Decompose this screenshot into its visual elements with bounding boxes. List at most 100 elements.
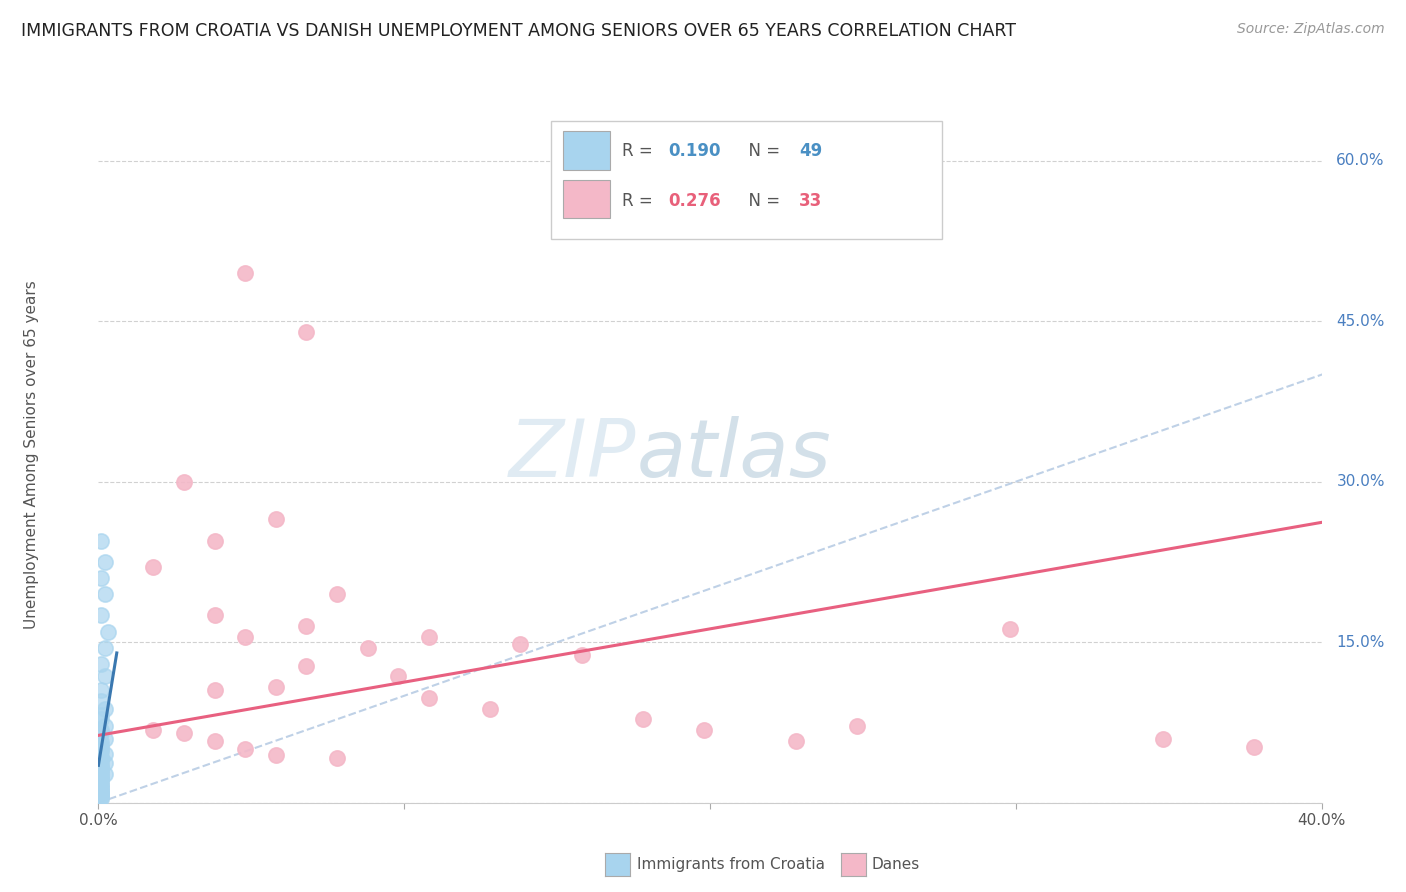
Point bbox=[1243, 740, 1265, 755]
Text: R =: R = bbox=[621, 192, 658, 210]
Point bbox=[93, 747, 115, 761]
Point bbox=[90, 742, 112, 756]
Point bbox=[90, 735, 112, 749]
Point bbox=[90, 608, 112, 623]
Point bbox=[90, 774, 112, 789]
Point bbox=[90, 769, 112, 783]
Text: N =: N = bbox=[738, 142, 786, 160]
Bar bbox=[564, 180, 610, 219]
Point bbox=[90, 744, 112, 758]
Point bbox=[90, 726, 112, 740]
Point bbox=[93, 756, 115, 771]
Text: Immigrants from Croatia: Immigrants from Croatia bbox=[637, 857, 825, 871]
Point bbox=[204, 533, 226, 548]
Point bbox=[93, 767, 115, 781]
Point bbox=[90, 780, 112, 794]
Point bbox=[418, 630, 440, 644]
FancyBboxPatch shape bbox=[551, 121, 942, 239]
Point bbox=[233, 742, 256, 756]
Point bbox=[93, 701, 115, 715]
Point bbox=[90, 749, 112, 764]
Point bbox=[90, 789, 112, 803]
Point bbox=[845, 719, 868, 733]
Point bbox=[387, 669, 409, 683]
Point bbox=[90, 786, 112, 800]
Point bbox=[142, 723, 165, 737]
Point bbox=[90, 694, 112, 708]
Point bbox=[356, 640, 378, 655]
Point bbox=[90, 771, 112, 785]
Point bbox=[233, 630, 256, 644]
Point bbox=[785, 733, 807, 747]
Point bbox=[97, 624, 120, 639]
Point bbox=[631, 712, 654, 726]
Point bbox=[93, 731, 115, 746]
Text: 15.0%: 15.0% bbox=[1336, 635, 1385, 649]
Point bbox=[1152, 731, 1174, 746]
Point bbox=[204, 683, 226, 698]
Point bbox=[90, 712, 112, 726]
Point bbox=[90, 571, 112, 585]
Point bbox=[326, 751, 349, 765]
Point bbox=[90, 752, 112, 766]
Point bbox=[90, 776, 112, 790]
Point bbox=[90, 772, 112, 787]
Point bbox=[90, 765, 112, 780]
Point bbox=[571, 648, 593, 662]
Text: 30.0%: 30.0% bbox=[1336, 475, 1385, 489]
Point bbox=[90, 781, 112, 796]
Text: Danes: Danes bbox=[872, 857, 920, 871]
Point bbox=[90, 778, 112, 792]
Point bbox=[90, 683, 112, 698]
Text: Source: ZipAtlas.com: Source: ZipAtlas.com bbox=[1237, 22, 1385, 37]
Point bbox=[90, 764, 112, 778]
Text: ZIP: ZIP bbox=[509, 416, 637, 494]
Point bbox=[173, 726, 195, 740]
Point bbox=[418, 690, 440, 705]
Point bbox=[478, 701, 501, 715]
Point bbox=[173, 475, 195, 489]
Point bbox=[204, 733, 226, 747]
Point bbox=[90, 657, 112, 671]
Point bbox=[90, 789, 112, 804]
Point bbox=[90, 762, 112, 776]
Point bbox=[90, 785, 112, 799]
Point bbox=[93, 669, 115, 683]
Point bbox=[90, 754, 112, 768]
Point bbox=[90, 723, 112, 737]
Point bbox=[998, 623, 1021, 637]
Point bbox=[264, 680, 287, 694]
Text: 33: 33 bbox=[800, 192, 823, 210]
Point bbox=[295, 619, 318, 633]
Text: 45.0%: 45.0% bbox=[1336, 314, 1385, 328]
Point bbox=[90, 783, 112, 797]
Point bbox=[295, 658, 318, 673]
Point bbox=[90, 791, 112, 805]
Point bbox=[93, 640, 115, 655]
Text: N =: N = bbox=[738, 192, 786, 210]
Point bbox=[509, 637, 531, 651]
Text: 0.276: 0.276 bbox=[668, 192, 721, 210]
Point bbox=[90, 708, 112, 723]
Text: Unemployment Among Seniors over 65 years: Unemployment Among Seniors over 65 years bbox=[24, 281, 38, 629]
Point bbox=[93, 555, 115, 569]
Text: IMMIGRANTS FROM CROATIA VS DANISH UNEMPLOYMENT AMONG SENIORS OVER 65 YEARS CORRE: IMMIGRANTS FROM CROATIA VS DANISH UNEMPL… bbox=[21, 22, 1017, 40]
Point bbox=[90, 758, 112, 772]
Point bbox=[90, 790, 112, 805]
Point bbox=[90, 787, 112, 801]
Point bbox=[204, 608, 226, 623]
Point bbox=[93, 587, 115, 601]
Point bbox=[326, 587, 349, 601]
Point bbox=[264, 512, 287, 526]
Point bbox=[90, 739, 112, 753]
Point bbox=[90, 760, 112, 774]
Bar bbox=[564, 131, 610, 169]
Point bbox=[93, 719, 115, 733]
Text: 0.190: 0.190 bbox=[668, 142, 721, 160]
Text: atlas: atlas bbox=[637, 416, 831, 494]
Point bbox=[90, 533, 112, 548]
Text: 49: 49 bbox=[800, 142, 823, 160]
Point bbox=[264, 747, 287, 762]
Text: R =: R = bbox=[621, 142, 658, 160]
Text: 60.0%: 60.0% bbox=[1336, 153, 1385, 168]
